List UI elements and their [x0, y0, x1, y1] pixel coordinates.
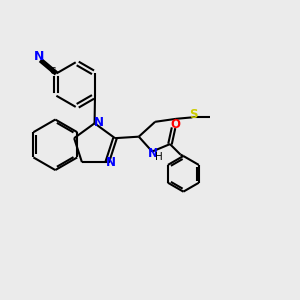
Text: C: C — [50, 67, 56, 76]
Text: H: H — [155, 152, 163, 162]
Text: O: O — [170, 118, 180, 131]
Text: S: S — [189, 108, 197, 121]
Text: N: N — [93, 116, 103, 129]
Text: N: N — [106, 156, 116, 169]
Text: N: N — [148, 147, 158, 161]
Text: N: N — [34, 50, 44, 63]
